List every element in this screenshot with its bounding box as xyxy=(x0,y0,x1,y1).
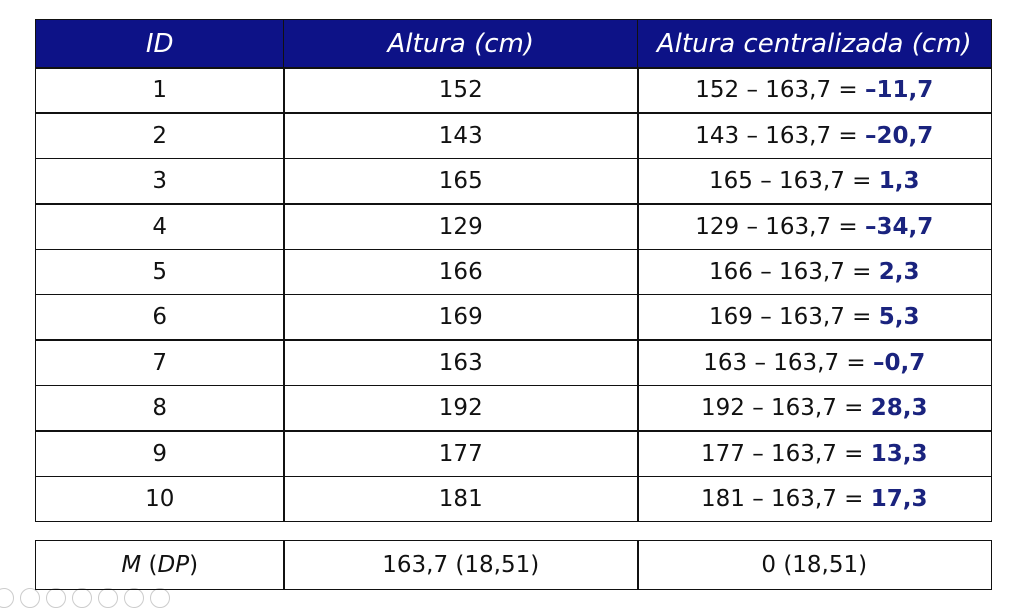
id-cell: 7 xyxy=(35,339,285,387)
footer-label-part: DP xyxy=(157,551,190,578)
id-cell: 3 xyxy=(35,157,285,205)
id-text: 4 xyxy=(152,213,168,240)
expression-text: 181 – 163,7 = xyxy=(700,486,871,513)
control-icon[interactable] xyxy=(98,588,118,608)
height-text: 181 xyxy=(438,486,483,513)
id-cell: 6 xyxy=(35,294,285,341)
expression-text: 169 – 163,7 = xyxy=(708,304,879,331)
height-cell: 166 xyxy=(283,248,639,296)
height-text: 143 xyxy=(438,122,483,149)
centered-cell: 152 – 163,7 = –11,7 xyxy=(637,67,992,114)
header-cell: Altura (cm) xyxy=(283,19,639,69)
footer-label-cell: M (DP) xyxy=(35,540,285,590)
id-text: 8 xyxy=(152,395,168,422)
centered-cell: 169 – 163,7 = 5,3 xyxy=(637,294,992,341)
centered-cell: 129 – 163,7 = –34,7 xyxy=(637,203,992,251)
centered-cell: 143 – 163,7 = –20,7 xyxy=(637,112,992,160)
height-text: 166 xyxy=(438,259,483,286)
header-text: ID xyxy=(145,28,174,59)
height-text: 163 xyxy=(438,349,483,376)
footer-cell: 0 (18,51) xyxy=(637,540,992,590)
footer-label-part: M xyxy=(121,551,142,578)
expression-text: 165 – 163,7 = xyxy=(708,168,879,195)
result-text: –20,7 xyxy=(865,122,934,149)
slide-controls xyxy=(0,588,170,608)
footer-label-part: ( xyxy=(141,551,158,578)
result-text: 1,3 xyxy=(878,168,920,195)
height-text: 165 xyxy=(438,168,483,195)
id-text: 5 xyxy=(152,259,168,286)
result-text: 17,3 xyxy=(870,486,928,513)
result-text: 28,3 xyxy=(870,395,928,422)
result-text: –34,7 xyxy=(865,213,934,240)
height-cell: 181 xyxy=(283,475,639,523)
expression-text: 143 – 163,7 = xyxy=(695,122,865,149)
control-icon[interactable] xyxy=(150,588,170,608)
height-text: 177 xyxy=(438,440,483,467)
header-text: Altura centralizada (cm) xyxy=(656,28,972,59)
control-icon[interactable] xyxy=(46,588,66,608)
height-cell: 129 xyxy=(283,203,639,251)
header-cell: ID xyxy=(35,19,285,69)
footer-text: 0 (18,51) xyxy=(761,551,868,578)
result-text: 13,3 xyxy=(870,440,928,467)
height-cell: 152 xyxy=(283,67,639,114)
footer-cell: 163,7 (18,51) xyxy=(283,540,639,590)
result-text: 2,3 xyxy=(878,259,920,286)
expression-text: 192 – 163,7 = xyxy=(700,395,871,422)
centered-cell: 165 – 163,7 = 1,3 xyxy=(637,157,992,205)
id-text: 3 xyxy=(152,168,168,195)
expression-text: 177 – 163,7 = xyxy=(700,440,871,467)
expression-text: 152 – 163,7 = xyxy=(695,77,865,104)
id-text: 6 xyxy=(152,304,168,331)
height-cell: 177 xyxy=(283,430,639,478)
centered-cell: 166 – 163,7 = 2,3 xyxy=(637,248,992,296)
control-icon[interactable] xyxy=(0,588,14,608)
id-text: 10 xyxy=(145,486,175,513)
height-text: 129 xyxy=(438,213,483,240)
height-cell: 192 xyxy=(283,384,639,432)
id-text: 7 xyxy=(152,349,168,376)
id-text: 9 xyxy=(152,440,168,467)
header-text: Altura (cm) xyxy=(387,28,534,59)
height-cell: 143 xyxy=(283,112,639,160)
height-text: 169 xyxy=(438,304,483,331)
control-icon[interactable] xyxy=(72,588,92,608)
result-text: –0,7 xyxy=(873,349,926,376)
control-icon[interactable] xyxy=(124,588,144,608)
result-text: 5,3 xyxy=(878,304,920,331)
height-text: 192 xyxy=(438,395,483,422)
footer-text: 163,7 (18,51) xyxy=(382,551,540,578)
header-cell: Altura centralizada (cm) xyxy=(637,19,992,69)
centered-cell: 163 – 163,7 = –0,7 xyxy=(637,339,992,387)
id-cell: 10 xyxy=(35,475,285,523)
footer-label-part: ) xyxy=(189,551,199,578)
centered-cell: 181 – 163,7 = 17,3 xyxy=(637,475,992,523)
centered-cell: 177 – 163,7 = 13,3 xyxy=(637,430,992,478)
control-icon[interactable] xyxy=(20,588,40,608)
id-cell: 8 xyxy=(35,384,285,432)
id-cell: 1 xyxy=(35,67,285,114)
height-cell: 169 xyxy=(283,294,639,341)
expression-text: 163 – 163,7 = xyxy=(703,349,873,376)
expression-text: 129 – 163,7 = xyxy=(695,213,865,240)
id-text: 1 xyxy=(152,77,168,104)
height-cell: 163 xyxy=(283,339,639,387)
height-cell: 165 xyxy=(283,157,639,205)
height-text: 152 xyxy=(438,77,483,104)
result-text: –11,7 xyxy=(865,77,934,104)
centered-cell: 192 – 163,7 = 28,3 xyxy=(637,384,992,432)
id-cell: 5 xyxy=(35,248,285,296)
id-cell: 9 xyxy=(35,430,285,478)
id-cell: 2 xyxy=(35,112,285,160)
expression-text: 166 – 163,7 = xyxy=(708,259,879,286)
id-cell: 4 xyxy=(35,203,285,251)
id-text: 2 xyxy=(152,122,168,149)
